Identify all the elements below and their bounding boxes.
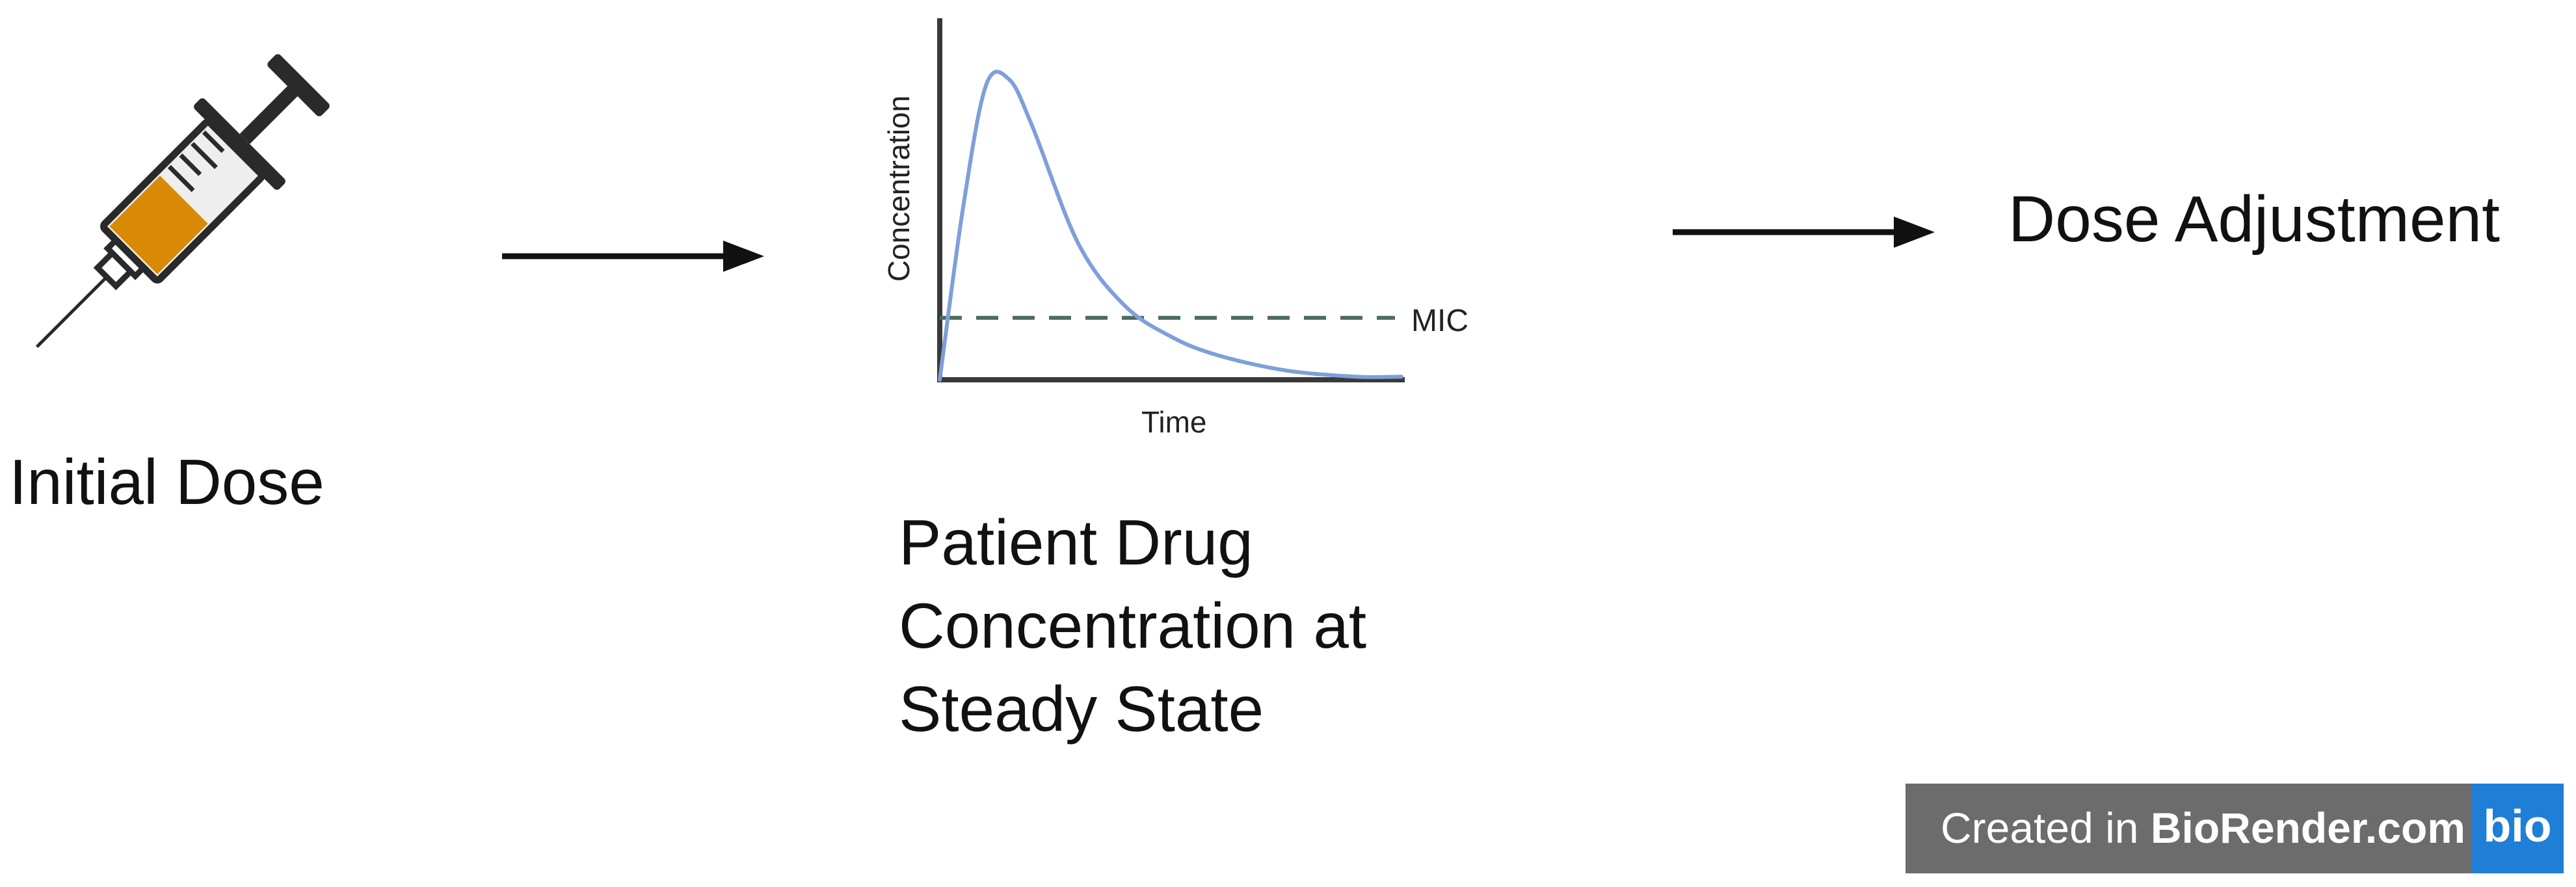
right-arrow-icon: [502, 241, 764, 272]
badge-brand: BioRender.com: [2150, 804, 2465, 852]
syringe-plunger: [239, 83, 300, 144]
badge-text: Created in BioRender.com: [1941, 803, 2465, 853]
y-axis-label: Concentration: [882, 95, 916, 282]
steady-state-label-line: Concentration at: [899, 590, 1367, 661]
syringe-flange: [194, 98, 285, 190]
steady-state-label: Patient Drug Concentration at Steady Sta…: [899, 501, 1366, 750]
right-arrow-icon: [1673, 217, 1935, 248]
initial-dose-label: Initial Dose: [9, 446, 325, 518]
syringe-needle: [35, 272, 112, 349]
x-axis-label: Time: [1141, 405, 1207, 439]
biorender-badge[interactable]: Created in BioRender.com bio: [1905, 784, 2564, 873]
syringe-thumb-rest: [267, 54, 330, 116]
concentration-curve: [938, 70, 1403, 382]
mic-label: MIC: [1411, 304, 1468, 338]
syringe-barrel: [100, 118, 265, 284]
dose-adjustment-label: Dose Adjustment: [2008, 183, 2500, 256]
steady-state-label-line: Patient Drug: [899, 507, 1253, 578]
biorender-logo-icon: bio: [2471, 784, 2564, 873]
steady-state-label-line: Steady State: [899, 673, 1264, 745]
badge-prefix: Created in: [1941, 804, 2151, 852]
syringe-hub: [93, 248, 136, 291]
syringe-fluid: [109, 176, 208, 274]
